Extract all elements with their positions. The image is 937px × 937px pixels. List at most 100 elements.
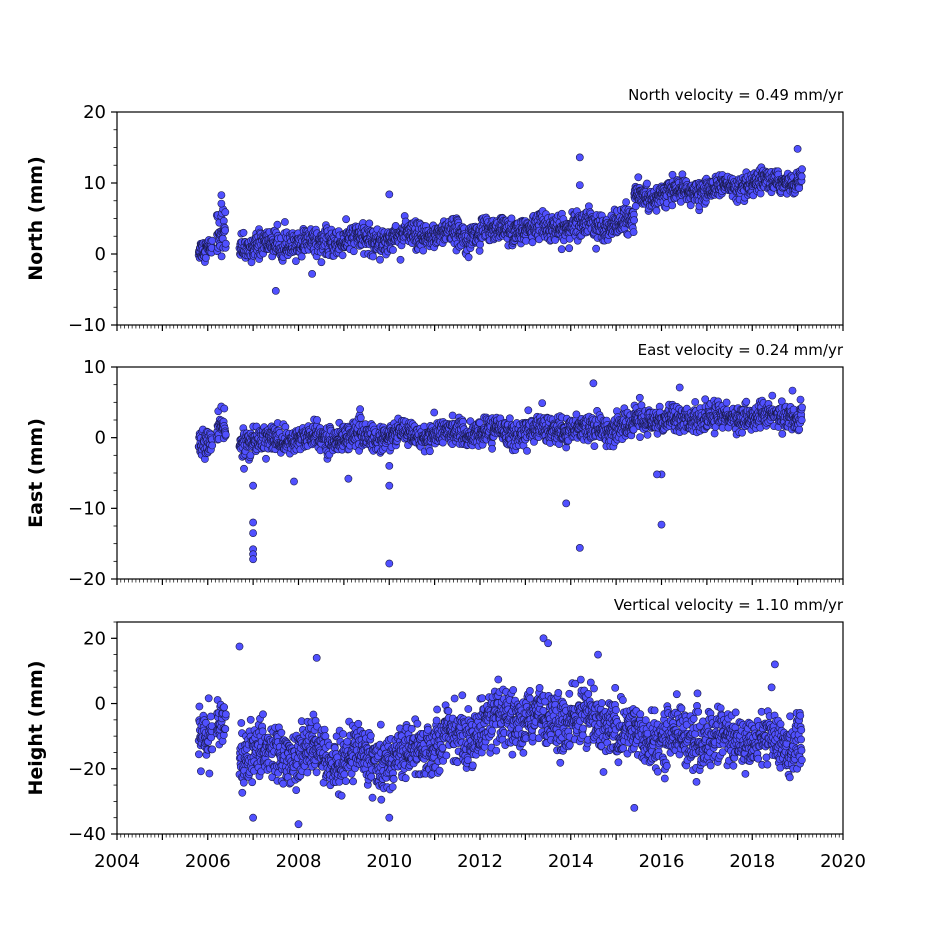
data-point: [221, 226, 229, 235]
data-point: [356, 413, 365, 422]
data-point: [691, 398, 700, 406]
data-point: [430, 408, 439, 417]
outlier-point: [589, 379, 598, 388]
data-point: [208, 236, 217, 245]
data-point: [797, 416, 806, 424]
outlier-point: [385, 461, 394, 470]
data-point: [313, 416, 321, 424]
data-point: [349, 247, 358, 256]
data-point: [797, 172, 806, 181]
y-axis-label: North (mm): [25, 156, 47, 281]
data-point: [297, 252, 306, 261]
data-point: [277, 728, 286, 737]
outlier-point: [575, 181, 584, 189]
height-panel: Vertical velocity = 1.10 mm/yr Height (mm…: [25, 596, 866, 872]
data-point: [246, 715, 255, 724]
outlier-point: [575, 544, 584, 552]
outlier-point: [344, 474, 353, 483]
y-axis-label: East (mm): [25, 418, 47, 528]
data-point: [796, 395, 805, 404]
data-point: [742, 397, 751, 406]
data-point: [768, 391, 777, 400]
data-point: [194, 750, 203, 759]
data-point: [448, 411, 457, 420]
data-point: [425, 447, 434, 456]
scatter-points: [194, 379, 806, 568]
outlier-point: [249, 529, 257, 537]
data-point: [476, 240, 484, 249]
outlier-point: [385, 559, 394, 568]
data-point: [221, 725, 230, 733]
data-point: [221, 430, 230, 439]
data-point: [643, 179, 651, 188]
data-point: [635, 393, 644, 402]
data-point: [419, 246, 428, 255]
y-tick-label: 0: [95, 428, 106, 449]
data-point: [238, 788, 247, 797]
data-point: [590, 442, 599, 450]
y-tick-label: 10: [83, 173, 106, 194]
data-point: [237, 719, 246, 727]
data-point: [464, 253, 473, 262]
outlier-point: [385, 481, 394, 490]
axes-frame: [116, 366, 844, 580]
data-point: [220, 703, 228, 712]
data-point: [196, 767, 205, 776]
data-point: [206, 712, 215, 721]
data-point: [538, 399, 547, 407]
data-point: [239, 228, 248, 237]
data-point: [220, 404, 229, 413]
data-point: [622, 198, 630, 206]
y-tick-label: 0: [95, 244, 106, 265]
data-point: [643, 430, 652, 439]
data-point: [557, 245, 566, 254]
outlier-point: [575, 153, 584, 162]
data-point: [208, 441, 217, 450]
data-point: [668, 201, 677, 210]
data-point: [710, 429, 719, 438]
data-point: [565, 244, 574, 253]
data-point: [338, 251, 347, 260]
outlier-point: [653, 470, 661, 479]
outlier-point: [675, 383, 684, 392]
outlier-point: [308, 269, 316, 278]
data-point: [262, 454, 270, 463]
data-point: [795, 184, 804, 192]
y-tick-label: −10: [68, 315, 106, 336]
data-point: [201, 253, 210, 262]
data-point: [389, 246, 397, 254]
outlier-point: [562, 499, 571, 508]
y-axis-label: Height (mm): [25, 660, 47, 795]
velocity-annotation: Vertical velocity = 1.10 mm/yr: [614, 596, 844, 614]
data-point: [204, 694, 213, 703]
data-point: [205, 769, 214, 778]
data-point: [488, 444, 496, 453]
data-point: [259, 710, 267, 719]
data-point: [652, 206, 661, 215]
outlier-point: [271, 286, 280, 295]
y-tick-label: −20: [68, 569, 106, 590]
data-point: [248, 778, 257, 787]
velocity-annotation: North velocity = 0.49 mm/yr: [628, 86, 844, 104]
data-point: [507, 214, 516, 223]
data-point: [365, 219, 374, 228]
data-point: [396, 255, 405, 264]
data-point: [217, 252, 226, 261]
outlier-point: [240, 464, 248, 473]
y-tick-label: 20: [83, 102, 106, 123]
north-panel: North velocity = 0.49 mm/yr North (mm) −10…: [25, 86, 844, 336]
data-point: [636, 433, 644, 441]
y-tick-label: 10: [83, 357, 106, 378]
data-point: [258, 727, 267, 736]
data-point: [273, 220, 282, 229]
data-point: [195, 702, 204, 711]
data-point: [528, 238, 537, 247]
data-point: [630, 216, 638, 225]
data-point: [523, 446, 531, 455]
y-tick-label: −10: [68, 498, 106, 519]
data-point: [280, 218, 289, 226]
data-point: [738, 428, 746, 437]
data-point: [281, 422, 290, 431]
